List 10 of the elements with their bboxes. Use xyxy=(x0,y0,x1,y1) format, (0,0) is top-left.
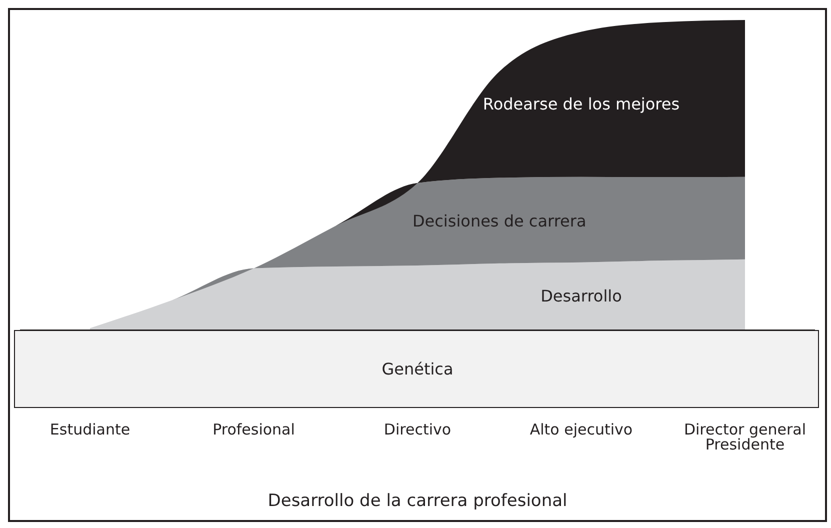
x-axis-title: Desarrollo de la carrera profesional xyxy=(268,491,568,511)
x-tick-label: Directivo xyxy=(384,420,452,439)
series-label: Rodearse de los mejores xyxy=(482,94,680,114)
series-label: Desarrollo xyxy=(540,286,622,306)
x-tick-label: Estudiante xyxy=(50,420,130,439)
x-tick-label: Alto ejecutivo xyxy=(530,420,633,439)
x-tick-label: Profesional xyxy=(212,420,295,439)
series-label: Decisiones de carrera xyxy=(412,211,586,230)
x-tick-label: Director general Presidente xyxy=(684,420,806,454)
text: Genética xyxy=(382,360,454,378)
